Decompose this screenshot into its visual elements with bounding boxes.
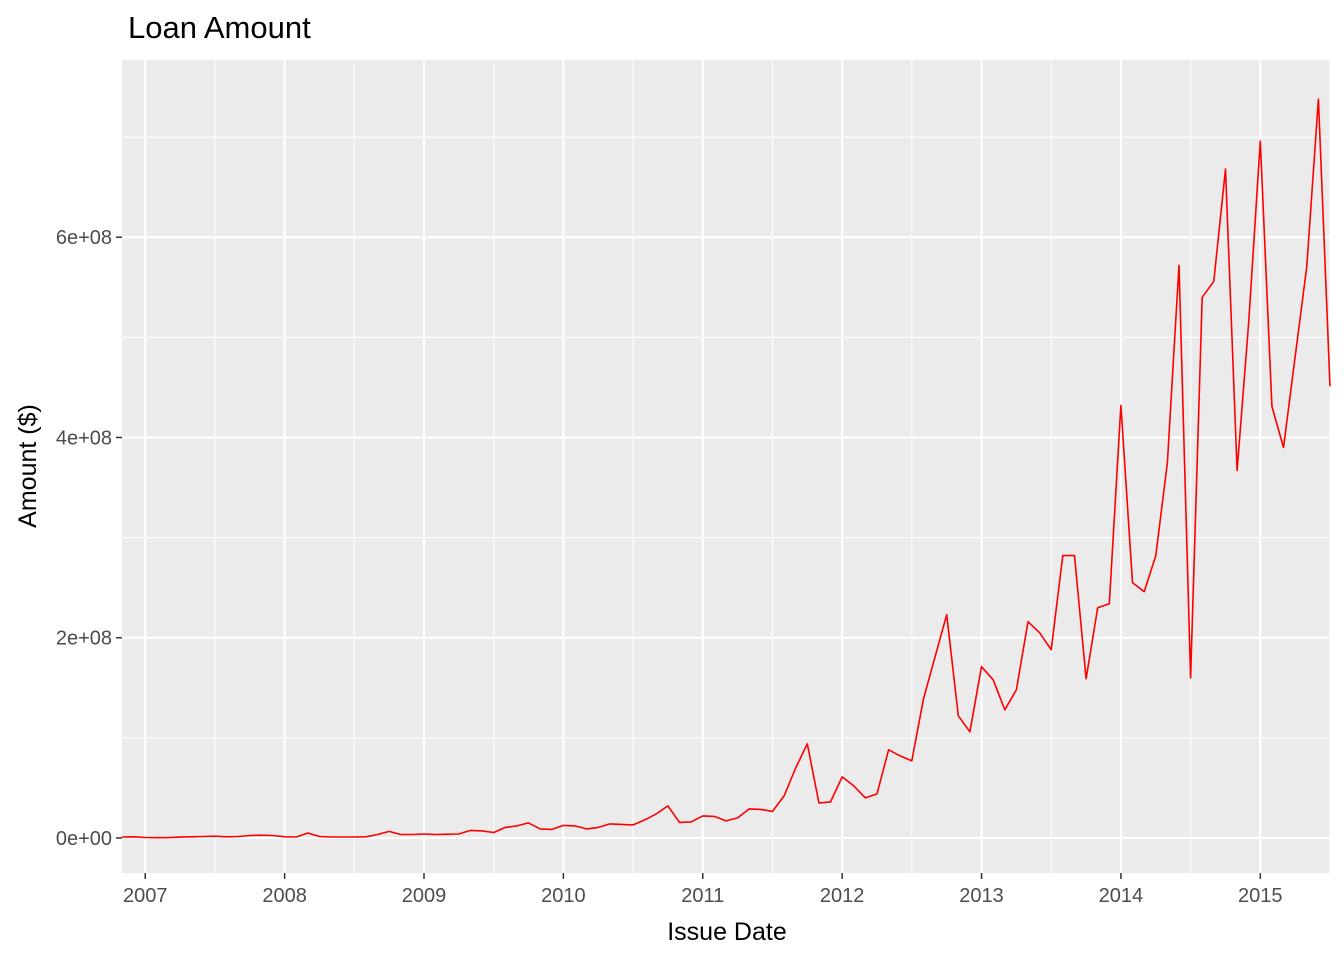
y-axis: 0e+00 2e+08 4e+08 6e+08 [56,227,122,850]
x-tick-label: 2015 [1238,885,1283,907]
plot-panel [122,60,1330,873]
y-tick-label: 4e+08 [56,427,112,449]
x-tick-label: 2007 [123,885,168,907]
x-tick-label: 2009 [402,885,447,907]
x-tick-label: 2011 [681,885,724,907]
x-tick-label: 2013 [959,885,1004,907]
y-axis-title: Amount ($) [14,404,42,528]
chart-title: Loan Amount [128,10,311,45]
x-tick-label: 2012 [820,885,865,907]
x-tick-label: 2014 [1099,885,1144,907]
series-line [121,98,1331,839]
minor-gridlines [122,60,1331,873]
y-tick-label: 0e+00 [56,828,112,850]
x-axis: 2007 2008 2009 2010 2011 2012 2013 2014 2015 [123,873,1283,907]
series-layer [121,98,1331,839]
x-tick-label: 2008 [262,885,307,907]
x-tick-label: 2010 [541,885,586,907]
major-gridlines [122,60,1330,873]
x-axis-title: Issue Date [667,918,787,946]
y-tick-label: 6e+08 [56,227,112,249]
y-tick-label: 2e+08 [56,628,112,650]
